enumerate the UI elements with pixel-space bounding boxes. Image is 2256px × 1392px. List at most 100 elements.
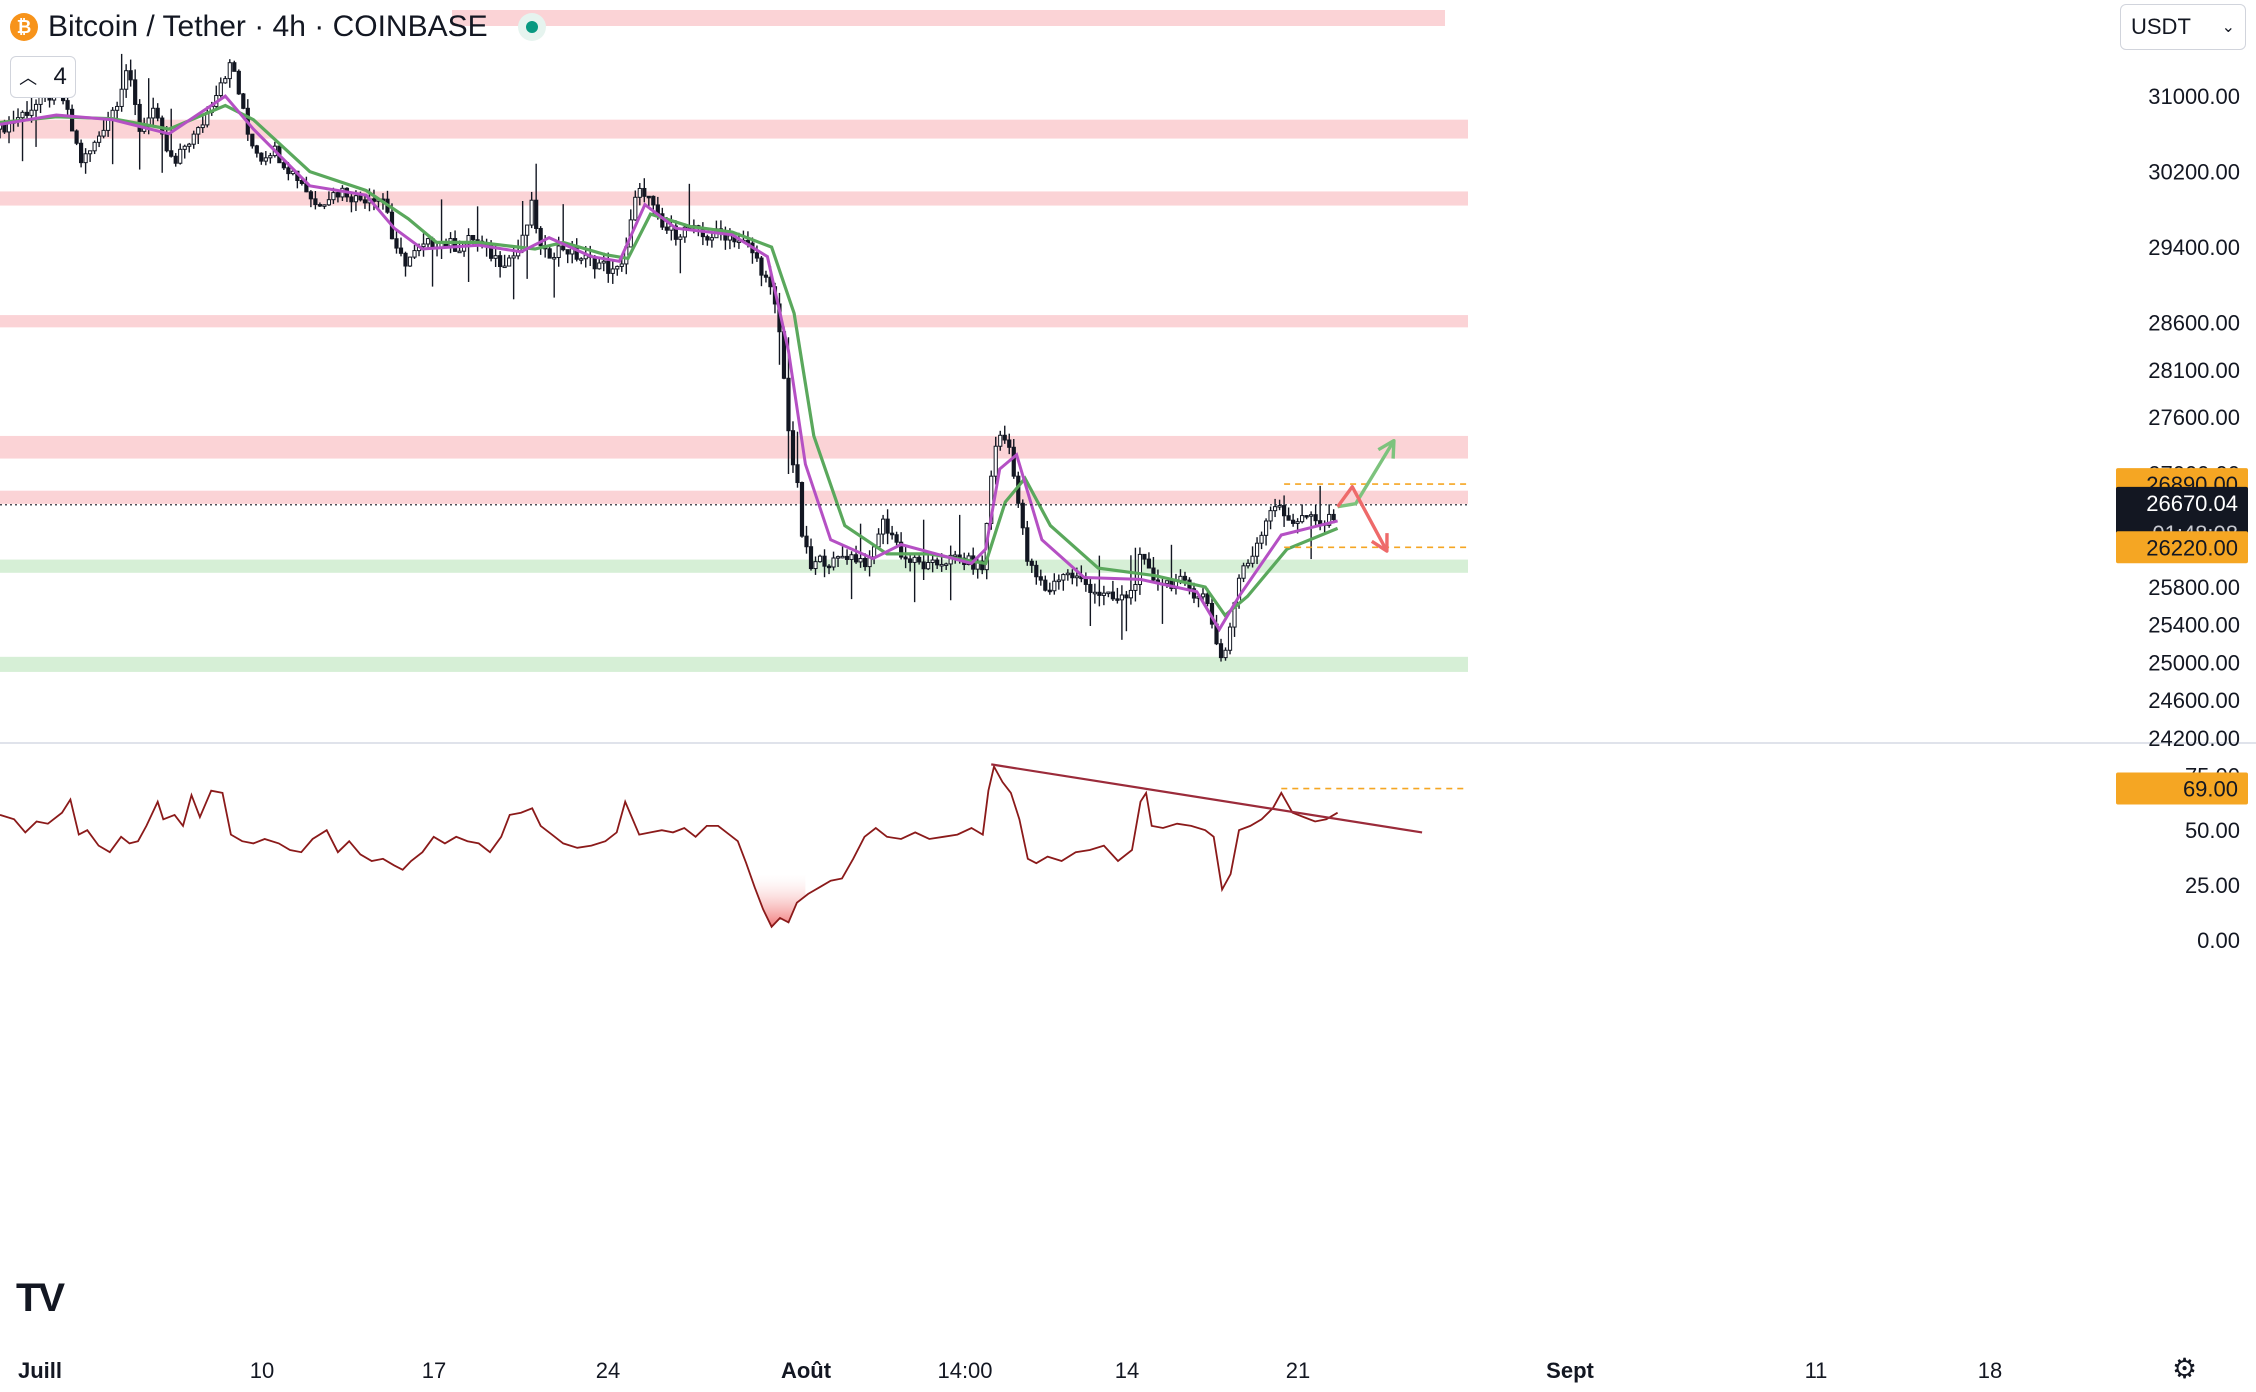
candle-up (502, 265, 507, 269)
candle-up (1250, 555, 1255, 564)
price-tick-label: 25400.00 (2148, 613, 2240, 638)
candle-up (1327, 513, 1332, 526)
candle-up (1164, 580, 1170, 584)
candle-down (651, 195, 656, 206)
candle-down (254, 145, 259, 154)
indicators-toggle[interactable]: ︿ 4 (10, 56, 76, 98)
symbol-title[interactable]: Bitcoin / Tether · 4h · COINBASE (48, 10, 488, 43)
candle-down (754, 252, 760, 259)
candle-down (1025, 527, 1030, 562)
candle-up (953, 554, 958, 558)
candle-down (1097, 591, 1102, 596)
candle-down (1182, 575, 1188, 581)
candle-down (547, 248, 552, 259)
candle-up (1259, 534, 1264, 544)
candle-down (804, 535, 809, 548)
candle-down (286, 167, 291, 175)
candle-down (1020, 502, 1025, 529)
time-tick-label: 14 (1115, 1358, 1139, 1383)
candle-up (1309, 514, 1314, 517)
candle-down (908, 558, 913, 563)
candle-down (259, 152, 264, 162)
time-tick-label: 18 (1978, 1358, 2002, 1383)
price-levels (0, 483, 1468, 549)
moving-averages (0, 94, 1339, 633)
support-zone (0, 656, 1468, 672)
market-open-dot-icon[interactable] (517, 13, 546, 41)
level-label-box (2116, 531, 2248, 564)
candle-down (1047, 589, 1052, 593)
price-tick-label: 31000.00 (2148, 84, 2240, 109)
candle-down (1318, 520, 1323, 525)
candle-down (470, 235, 476, 241)
candle-up (1272, 506, 1278, 512)
candle-down (164, 133, 169, 152)
candle-up (1101, 592, 1106, 596)
candle-up (331, 192, 336, 201)
candle-up (944, 563, 949, 566)
candle-up (106, 119, 111, 131)
candle-up (115, 105, 120, 111)
candle-down (358, 195, 363, 201)
candle-down (403, 252, 408, 267)
price-tick-label: 24600.00 (2148, 688, 2240, 713)
candle-down (980, 560, 985, 571)
candle-down (1124, 594, 1129, 599)
time-tick-label: 14:00 (937, 1358, 992, 1383)
candle-up (1241, 565, 1246, 579)
candle-up (709, 237, 714, 241)
candle-up (326, 199, 332, 206)
candle-up (637, 187, 642, 198)
candle-up (119, 88, 124, 107)
symbol-header[interactable]: ₿ Bitcoin / Tether · 4h · COINBASE (0, 0, 546, 54)
candle-up (619, 263, 624, 267)
rsi-tick-label: 50.00 (2185, 818, 2240, 843)
candle-down (673, 225, 678, 240)
candle-down (349, 196, 354, 203)
level-price-label: 26220.00 (2146, 535, 2238, 560)
candle-down (1034, 564, 1039, 578)
resistance-zone (0, 490, 1468, 504)
candle-up (817, 555, 823, 563)
candle-down (1286, 515, 1291, 521)
time-tick-label: 21 (1286, 1358, 1310, 1383)
candle-up (178, 148, 183, 164)
candle-up (858, 558, 863, 563)
candle-down (790, 430, 796, 466)
candle-down (79, 142, 84, 164)
candle-up (1277, 505, 1282, 508)
candle-down (935, 559, 940, 566)
candle-up (151, 107, 156, 119)
candle-up (880, 518, 886, 535)
candle-up (998, 434, 1003, 447)
currency-selector[interactable]: USDT ⌄ (2120, 4, 2246, 50)
candle-up (926, 561, 931, 570)
rsi-pane (0, 763, 1468, 929)
ema-slow-line (0, 103, 1339, 618)
candle-up (182, 145, 187, 150)
candle-down (592, 256, 597, 270)
candle-up (407, 256, 413, 267)
price-tick-label: 25000.00 (2148, 650, 2240, 675)
candle-down (1205, 593, 1210, 604)
candle-up (813, 561, 818, 570)
price-tick-label: 24200.00 (2148, 726, 2240, 751)
candle-down (137, 103, 142, 132)
candle-down (903, 556, 908, 560)
candle-up (930, 559, 935, 563)
candle-down (786, 377, 791, 432)
candle-down (894, 534, 899, 543)
settings-icon[interactable]: ⚙ (2172, 1353, 2198, 1384)
candle-up (196, 127, 201, 135)
candle-up (353, 195, 359, 203)
candle-down (313, 198, 318, 206)
candle-up (322, 204, 327, 207)
arrow-head (1370, 533, 1389, 553)
resistance-zone (0, 191, 1468, 206)
candle-down (299, 179, 304, 184)
tradingview-logo-icon[interactable]: TV (16, 1276, 65, 1320)
candle-down (394, 238, 399, 249)
candle-up (1092, 591, 1097, 595)
chevron-down-icon: ⌄ (2221, 19, 2235, 36)
